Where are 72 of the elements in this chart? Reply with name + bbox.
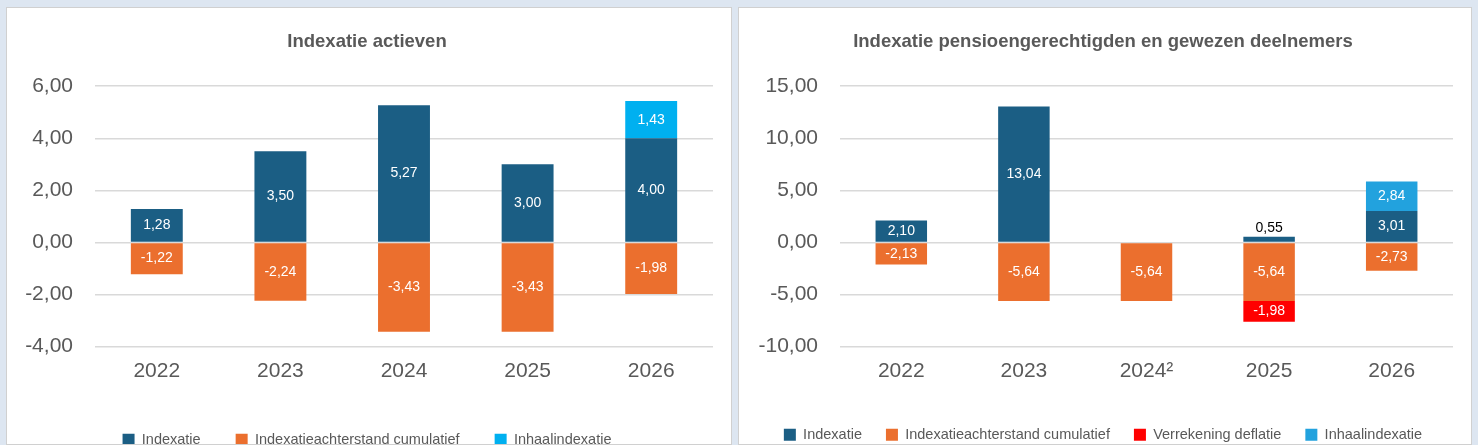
data-label: 5,27 [390, 164, 418, 181]
bar [998, 106, 1050, 242]
data-label: 0,55 [1255, 218, 1283, 235]
data-label: 3,01 [1378, 217, 1406, 234]
bar [254, 151, 307, 242]
chart-title: Indexatie actieven [287, 30, 447, 52]
data-label: -5,64 [1253, 262, 1286, 279]
data-label: 4,00 [637, 180, 666, 197]
x-tick-label: 2024² [1119, 357, 1174, 381]
x-tick-label: 2022 [133, 357, 181, 381]
bar [501, 243, 554, 332]
bar [501, 164, 554, 242]
data-label: -2,73 [1375, 247, 1408, 264]
y-tick-label: 4,00 [32, 125, 73, 149]
x-tick-label: 2024 [380, 357, 428, 381]
bar [1365, 211, 1418, 242]
data-label: -1,98 [1253, 302, 1286, 319]
y-tick-label: -4,00 [25, 333, 73, 357]
data-label: 2,84 [1378, 187, 1406, 204]
x-tick-label: 2026 [1368, 357, 1416, 381]
x-tick-label: 2022 [877, 357, 925, 381]
data-label: -3,43 [388, 278, 421, 295]
data-label: 1,28 [143, 216, 171, 233]
x-tick-label: 2026 [627, 357, 675, 381]
y-tick-label: -5,00 [770, 281, 818, 305]
bar [625, 138, 678, 242]
y-tick-label: 2,00 [32, 177, 73, 201]
x-tick-label: 2025 [1245, 357, 1293, 381]
x-tick-label: 2023 [1000, 357, 1048, 381]
legend-label: Indexatie [141, 430, 201, 445]
legend-label: Verrekening deflatie [1153, 425, 1282, 442]
bar [378, 243, 430, 332]
data-label: 3,00 [513, 193, 542, 210]
x-tick-label: 2025 [504, 357, 551, 381]
bar [254, 243, 307, 301]
bar [130, 243, 183, 275]
legend-label: Inhaalindexatie [513, 430, 612, 445]
data-label: -2,13 [885, 244, 918, 261]
data-label: -5,64 [1007, 262, 1041, 279]
y-tick-label: 15,00 [765, 73, 818, 96]
y-tick-label: -2,00 [25, 281, 73, 305]
bar [625, 243, 678, 294]
y-tick-label: -10,00 [758, 333, 818, 357]
legend-label: Indexatieachterstand cumulatief [905, 425, 1111, 442]
legend-label: Indexatieachterstand cumulatief [254, 430, 461, 445]
data-label: 3,50 [266, 187, 295, 204]
data-label: -2,24 [264, 262, 297, 279]
bar [625, 101, 678, 139]
y-tick-label: 10,00 [765, 125, 818, 149]
bar [1243, 243, 1295, 302]
chart-title: Indexatie pensioengerechtigden en gewezen deelnemers [853, 30, 1353, 52]
legend-label: Indexatie [803, 425, 862, 442]
bar [378, 105, 430, 242]
x-tick-label: 2023 [257, 357, 304, 381]
legend-label: Inhaalindexatie [1324, 425, 1423, 442]
bar [998, 243, 1050, 302]
data-label: -3,43 [511, 278, 544, 295]
data-label: -1,22 [140, 249, 173, 266]
data-label: -5,64 [1130, 262, 1163, 279]
bar [1365, 181, 1418, 212]
y-tick-label: 6,00 [32, 73, 73, 96]
bar [1243, 236, 1295, 242]
data-label: 1,43 [637, 110, 666, 127]
bar [130, 209, 183, 242]
bar [1120, 243, 1173, 302]
y-tick-label: 5,00 [777, 177, 818, 201]
data-label: -1,98 [635, 259, 668, 276]
data-label: 2,10 [887, 221, 916, 238]
bar [1365, 243, 1418, 271]
y-tick-label: 0,00 [32, 229, 73, 253]
data-label: 13,04 [1006, 164, 1042, 181]
y-tick-label: 0,00 [777, 229, 818, 253]
